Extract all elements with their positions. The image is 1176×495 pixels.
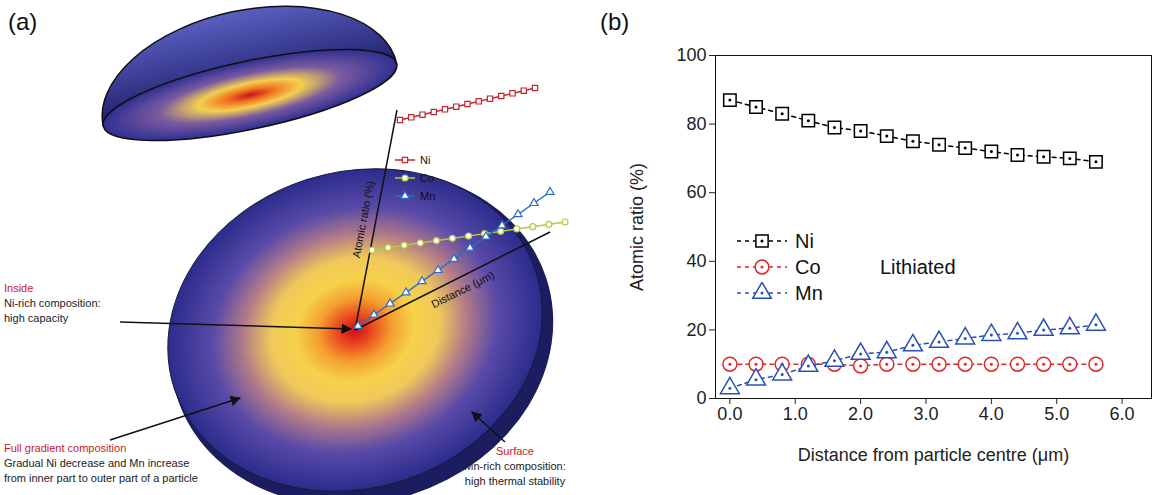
html-text:Co: Co (795, 255, 821, 278)
svg-text:Mn: Mn (420, 190, 435, 202)
html-text:Mn: Mn (795, 281, 823, 304)
svg-text:2.0: 2.0 (848, 404, 873, 424)
svg-text:4.0: 4.0 (979, 404, 1004, 424)
svg-text:Co: Co (420, 172, 434, 184)
svg-text:Distance from particle centre: Distance from particle centre (μm) (798, 445, 1069, 465)
html-text:(b): (b) (600, 8, 630, 35)
svg-text:high thermal stability: high thermal stability (465, 475, 566, 487)
svg-text:0.0: 0.0 (717, 404, 742, 424)
svg-text:Gradual Ni decrease and Mn inc: Gradual Ni decrease and Mn increase (4, 457, 189, 469)
svg-text:(a): (a) (8, 8, 37, 35)
svg-text:3.0: 3.0 (913, 404, 938, 424)
svg-text:5.0: 5.0 (1044, 404, 1069, 424)
svg-text:100: 100 (676, 45, 706, 65)
svg-text:Ni-rich composition:: Ni-rich composition: (4, 297, 101, 309)
svg-text:Ni: Ni (420, 154, 430, 166)
svg-text:60: 60 (686, 182, 706, 202)
svg-text:Atomic ratio (%): Atomic ratio (%) (627, 163, 647, 291)
svg-text:high capacity: high capacity (4, 312, 69, 324)
svg-text:Atomic ratio (%): Atomic ratio (%) (350, 180, 376, 259)
svg-text:Mn-rich composition:: Mn-rich composition: (464, 460, 565, 472)
svg-text:6.0: 6.0 (1110, 404, 1135, 424)
svg-text:20: 20 (686, 320, 706, 340)
html-text:Lithiated: Lithiated (880, 256, 956, 278)
svg-text:Surface: Surface (496, 445, 534, 457)
svg-text:Distance (μm): Distance (μm) (429, 269, 496, 311)
svg-text:Inside: Inside (4, 282, 33, 294)
svg-text:Full gradient composition: Full gradient composition (4, 442, 126, 454)
svg-text:40: 40 (686, 251, 706, 271)
svg-text:1.0: 1.0 (783, 404, 808, 424)
svg-text:from inner part to outer part: from inner part to outer part of a parti… (4, 472, 198, 484)
svg-text:80: 80 (686, 114, 706, 134)
html-text:Ni: Ni (795, 229, 814, 252)
svg-text:0: 0 (696, 388, 706, 408)
